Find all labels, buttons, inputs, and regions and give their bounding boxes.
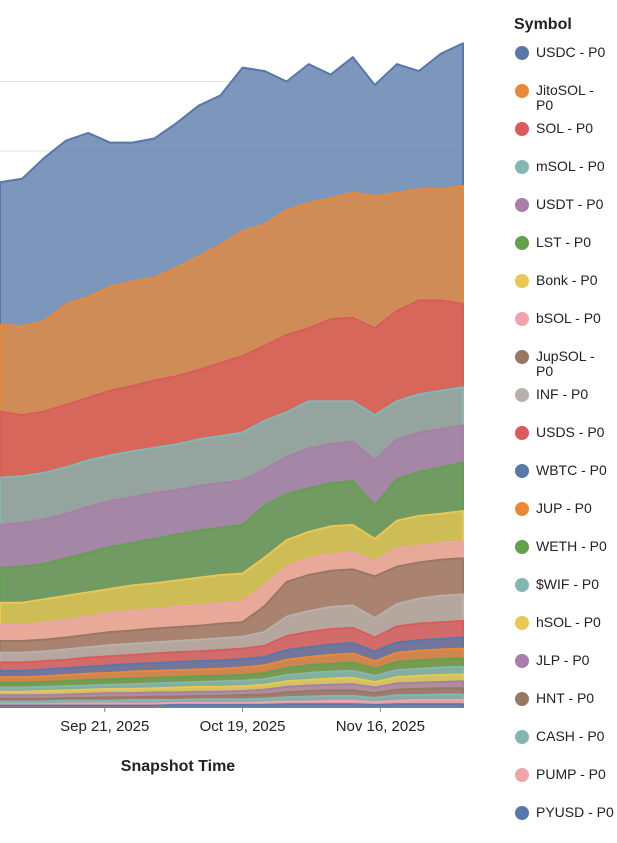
legend-swatch-icon — [515, 198, 529, 212]
legend-swatch-icon — [515, 122, 529, 136]
legend-label: CASH - P0 — [536, 728, 605, 744]
legend-label: USDC - P0 — [536, 44, 606, 60]
legend-item[interactable]: USDC - P0 — [514, 45, 614, 83]
legend-swatch-icon — [515, 274, 529, 288]
area-series-pyusd-p0 — [0, 703, 464, 708]
legend-label: JUP - P0 — [536, 500, 592, 516]
legend-swatch-icon — [515, 312, 529, 326]
legend-label: JLP - P0 — [536, 652, 590, 668]
legend-swatch-icon — [515, 350, 529, 364]
stacked-area-chart — [0, 42, 464, 712]
legend-label: PUMP - P0 — [536, 766, 606, 782]
legend-label: JitoSOL - P0 — [536, 82, 594, 113]
legend-swatch-icon — [515, 654, 529, 668]
legend-swatch-icon — [515, 388, 529, 402]
legend-item[interactable]: USDT - P0 — [514, 197, 614, 235]
legend-label: JupSOL - P0 — [536, 348, 595, 379]
legend-swatch-icon — [515, 806, 529, 820]
legend-item[interactable]: Bonk - P0 — [514, 273, 614, 311]
legend-swatch-icon — [515, 616, 529, 630]
legend-swatch-icon — [515, 464, 529, 478]
x-tick-label: Nov 16, 2025 — [335, 718, 425, 735]
legend-swatch-icon — [515, 540, 529, 554]
legend-swatch-icon — [515, 578, 529, 592]
legend-item[interactable]: PUMP - P0 — [514, 767, 614, 805]
legend-item[interactable]: JUP - P0 — [514, 501, 614, 539]
legend-item[interactable]: WBTC - P0 — [514, 463, 614, 501]
legend-item[interactable]: CASH - P0 — [514, 729, 614, 767]
legend-title: Symbol — [514, 16, 572, 33]
area-series-group — [0, 42, 464, 708]
legend-item[interactable]: bSOL - P0 — [514, 311, 614, 349]
legend-label: HNT - P0 — [536, 690, 595, 706]
legend-label: hSOL - P0 — [536, 614, 601, 630]
legend-label: INF - P0 — [536, 386, 589, 402]
legend-item[interactable]: WETH - P0 — [514, 539, 614, 577]
legend-item[interactable]: SOL - P0 — [514, 121, 614, 159]
legend-item[interactable]: hSOL - P0 — [514, 615, 614, 653]
legend-swatch-icon — [515, 426, 529, 440]
legend-swatch-icon — [515, 768, 529, 782]
x-tick-label: Oct 19, 2025 — [199, 718, 286, 735]
legend-label: Bonk - P0 — [536, 272, 598, 288]
legend-swatch-icon — [515, 692, 529, 706]
legend-label: $WIF - P0 — [536, 576, 600, 592]
legend-label: mSOL - P0 — [536, 158, 605, 174]
legend-label: USDS - P0 — [536, 424, 605, 440]
legend: Symbol USDC - P0 JitoSOL - P0 SOL - P0 mSOL… — [514, 16, 614, 843]
legend-label: WETH - P0 — [536, 538, 607, 554]
legend-item[interactable]: mSOL - P0 — [514, 159, 614, 197]
legend-item[interactable]: HNT - P0 — [514, 691, 614, 729]
legend-item[interactable]: PYUSD - P0 — [514, 805, 614, 843]
legend-item[interactable]: JLP - P0 — [514, 653, 614, 691]
legend-item[interactable]: JupSOL - P0 — [514, 349, 614, 387]
legend-item[interactable]: LST - P0 — [514, 235, 614, 273]
legend-label: bSOL - P0 — [536, 310, 601, 326]
legend-label: WBTC - P0 — [536, 462, 607, 478]
legend-label: USDT - P0 — [536, 196, 604, 212]
legend-swatch-icon — [515, 160, 529, 174]
legend-swatch-icon — [515, 502, 529, 516]
legend-label: PYUSD - P0 — [536, 804, 614, 820]
legend-item[interactable]: INF - P0 — [514, 387, 614, 425]
legend-label: LST - P0 — [536, 234, 591, 250]
legend-swatch-icon — [515, 46, 529, 60]
legend-label: SOL - P0 — [536, 120, 594, 136]
legend-item[interactable]: USDS - P0 — [514, 425, 614, 463]
legend-swatch-icon — [515, 730, 529, 744]
x-axis-title: Snapshot Time — [120, 758, 236, 775]
legend-swatch-icon — [515, 236, 529, 250]
legend-item[interactable]: $WIF - P0 — [514, 577, 614, 615]
legend-items: USDC - P0 JitoSOL - P0 SOL - P0 mSOL - P0 US… — [514, 45, 614, 843]
x-tick-label: Sep 21, 2025 — [60, 718, 150, 735]
x-tick-marks — [104, 707, 381, 712]
legend-item[interactable]: JitoSOL - P0 — [514, 83, 614, 121]
legend-swatch-icon — [515, 84, 529, 98]
